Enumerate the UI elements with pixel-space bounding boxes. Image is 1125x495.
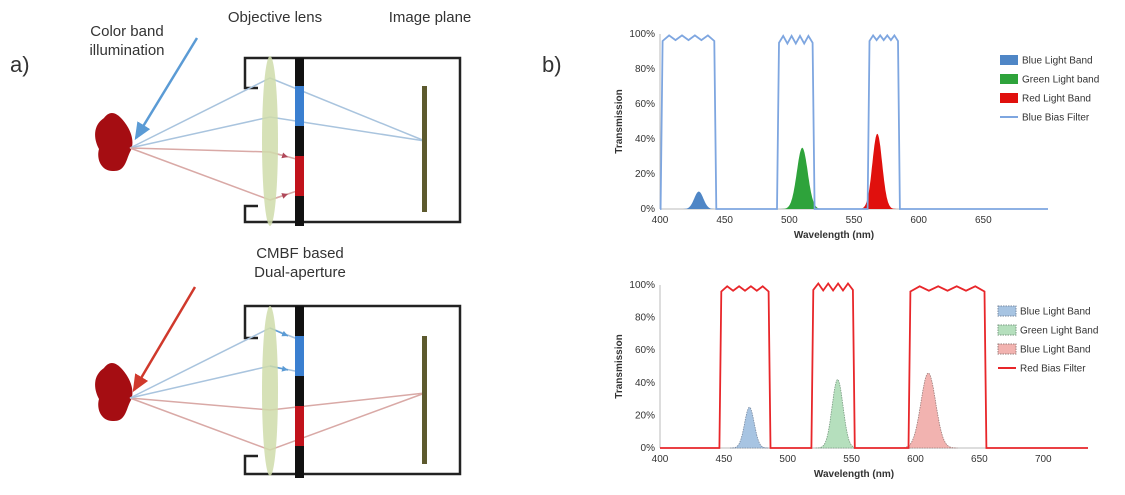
chart1-x-tick-label: 400 bbox=[652, 215, 669, 226]
chart2-band-peak-1 bbox=[730, 406, 769, 449]
transmission-chart-top: 0% 20% 40% 60% 80% 100% 400 450 500 550 600 650 Wave… bbox=[614, 29, 1099, 241]
chart1-bias-filter-line bbox=[659, 33, 1048, 210]
transmission-chart-bottom: 0% 20% 40% 60% 80% 100% 400 450 500 550 600 650 700 W… bbox=[614, 280, 1098, 480]
image-sensor-top bbox=[422, 86, 427, 212]
chart2-x-tick-label: 400 bbox=[652, 454, 669, 465]
red-filter-top bbox=[295, 156, 304, 196]
chart1-y-axis-title: Transmission bbox=[614, 89, 625, 153]
blue-filter-top bbox=[295, 86, 304, 126]
object-blob-bottom bbox=[95, 363, 133, 422]
chart2-legend-swatch bbox=[997, 324, 1017, 336]
objective-lens-bottom bbox=[262, 306, 278, 476]
chart2-x-tick-label: 550 bbox=[843, 454, 860, 465]
panel-a-label: a) bbox=[10, 52, 30, 77]
chart1-x-tick-label: 600 bbox=[910, 215, 927, 226]
chart2-legend-label: Green Light Band bbox=[1020, 326, 1098, 337]
chart1-y-tick-label: 20% bbox=[635, 169, 655, 180]
object-blob-top bbox=[95, 113, 133, 172]
chart1-x-tick-label: 500 bbox=[781, 215, 798, 226]
color-band-illumination-label: Color band illumination bbox=[89, 23, 165, 59]
chart2-band-peak-2 bbox=[815, 379, 860, 449]
chart2-legend-label: Red Bias Filter bbox=[1020, 364, 1086, 375]
top-optical-system bbox=[95, 37, 462, 226]
chart2-x-axis-title: Wavelength (nm) bbox=[814, 469, 894, 480]
chart2-x-tick-label: 600 bbox=[907, 454, 924, 465]
aperture-plate-top bbox=[295, 58, 304, 226]
chart2-band-peak-3 bbox=[898, 372, 958, 449]
chart1-y-tick-label: 100% bbox=[629, 29, 655, 40]
chart1-y-tick-label: 40% bbox=[635, 134, 655, 145]
optics-diagram bbox=[95, 37, 462, 478]
chart1-legend-label: Red Light Band bbox=[1022, 94, 1091, 105]
chart1-legend-label: Blue Bias Filter bbox=[1022, 113, 1090, 124]
chart2-legend-swatch bbox=[997, 305, 1017, 317]
chart1-legend-swatch bbox=[1000, 93, 1018, 103]
panel-b-label: b) bbox=[542, 52, 562, 77]
bottom-optical-system bbox=[95, 286, 462, 478]
chart2-x-tick-label: 500 bbox=[779, 454, 796, 465]
image-sensor-bottom bbox=[422, 336, 427, 464]
chart2-x-tick-label: 700 bbox=[1035, 454, 1052, 465]
chart1-legend-swatch bbox=[1000, 74, 1018, 84]
chart2-y-tick-label: 80% bbox=[635, 313, 655, 324]
chart2-bias-filter-line bbox=[660, 281, 1088, 449]
chart2-x-tick-label: 650 bbox=[971, 454, 988, 465]
chart2-legend-label: Blue Light Band bbox=[1020, 345, 1091, 356]
camera-housing-bottom bbox=[243, 304, 462, 476]
chart2-y-tick-label: 100% bbox=[629, 280, 655, 291]
chart1-band-peak-3 bbox=[857, 133, 897, 209]
chart2-y-tick-label: 20% bbox=[635, 410, 655, 421]
chart1-x-tick-label: 650 bbox=[975, 215, 992, 226]
blue-filter-bottom bbox=[295, 336, 304, 376]
chart1-x-axis-title: Wavelength (nm) bbox=[794, 230, 874, 241]
aperture-plate-bottom bbox=[295, 306, 304, 478]
chart1-y-tick-label: 0% bbox=[641, 204, 656, 215]
chart1-legend-label: Green Light band bbox=[1022, 75, 1099, 86]
illumination-arrow-bottom bbox=[132, 286, 197, 393]
chart1-y-tick-label: 60% bbox=[635, 99, 655, 110]
chart2-x-tick-label: 450 bbox=[716, 454, 733, 465]
red-filter-bottom bbox=[295, 406, 304, 446]
chart1-x-tick-label: 450 bbox=[716, 215, 733, 226]
chart2-legend-label: Blue Light Band bbox=[1020, 307, 1091, 318]
chart1-y-tick-label: 80% bbox=[635, 64, 655, 75]
illumination-arrow-top bbox=[134, 37, 199, 141]
chart1-band-peak-1 bbox=[680, 191, 717, 209]
chart1-legend-swatch bbox=[1000, 55, 1018, 65]
camera-housing-top bbox=[243, 56, 462, 224]
chart2-legend-swatch bbox=[997, 343, 1017, 355]
chart2-y-tick-label: 0% bbox=[641, 443, 656, 454]
cmbf-dual-aperture-label: CMBF based Dual-aperture bbox=[254, 245, 346, 281]
image-plane-label: Image plane bbox=[388, 9, 472, 26]
chart1-x-tick-label: 550 bbox=[846, 215, 863, 226]
chart1-band-peak-2 bbox=[780, 147, 824, 209]
chart2-y-tick-label: 60% bbox=[635, 345, 655, 356]
chart2-y-tick-label: 40% bbox=[635, 378, 655, 389]
chart2-y-axis-title: Transmission bbox=[614, 334, 625, 398]
objective-lens-label: Objective lens bbox=[227, 9, 323, 26]
chart1-legend-label: Blue Light Band bbox=[1022, 56, 1093, 67]
objective-lens-top bbox=[262, 56, 278, 226]
